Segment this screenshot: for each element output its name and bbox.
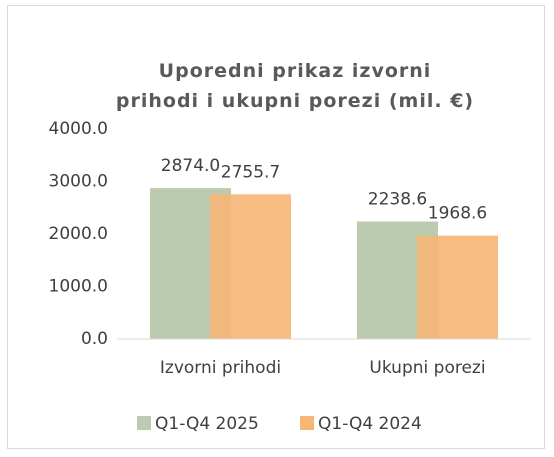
data-label: 2874.0 [161, 156, 220, 176]
y-tick-label: 0.0 [81, 329, 108, 349]
x-tick-label: Ukupni porezi [369, 358, 485, 378]
data-label: 2755.7 [221, 162, 280, 182]
legend-swatch [300, 416, 314, 430]
y-tick-label: 3000.0 [49, 172, 108, 192]
data-label: 2238.6 [368, 189, 427, 209]
y-tick-label: 4000.0 [49, 119, 108, 139]
data-label: 1968.6 [428, 204, 487, 224]
x-tick-label: Izvorni prihodi [160, 358, 281, 378]
legend-swatch [137, 416, 151, 430]
bar [210, 194, 291, 339]
bar [417, 235, 498, 339]
y-tick-label: 2000.0 [49, 224, 108, 244]
chart-title: Uporedni prikaz izvorni prihodi i ukupni… [115, 60, 475, 112]
chart-frame [7, 5, 545, 449]
y-tick-label: 1000.0 [49, 277, 108, 297]
legend-label: Q1-Q4 2024 [318, 414, 422, 434]
legend-label: Q1-Q4 2025 [155, 414, 259, 434]
